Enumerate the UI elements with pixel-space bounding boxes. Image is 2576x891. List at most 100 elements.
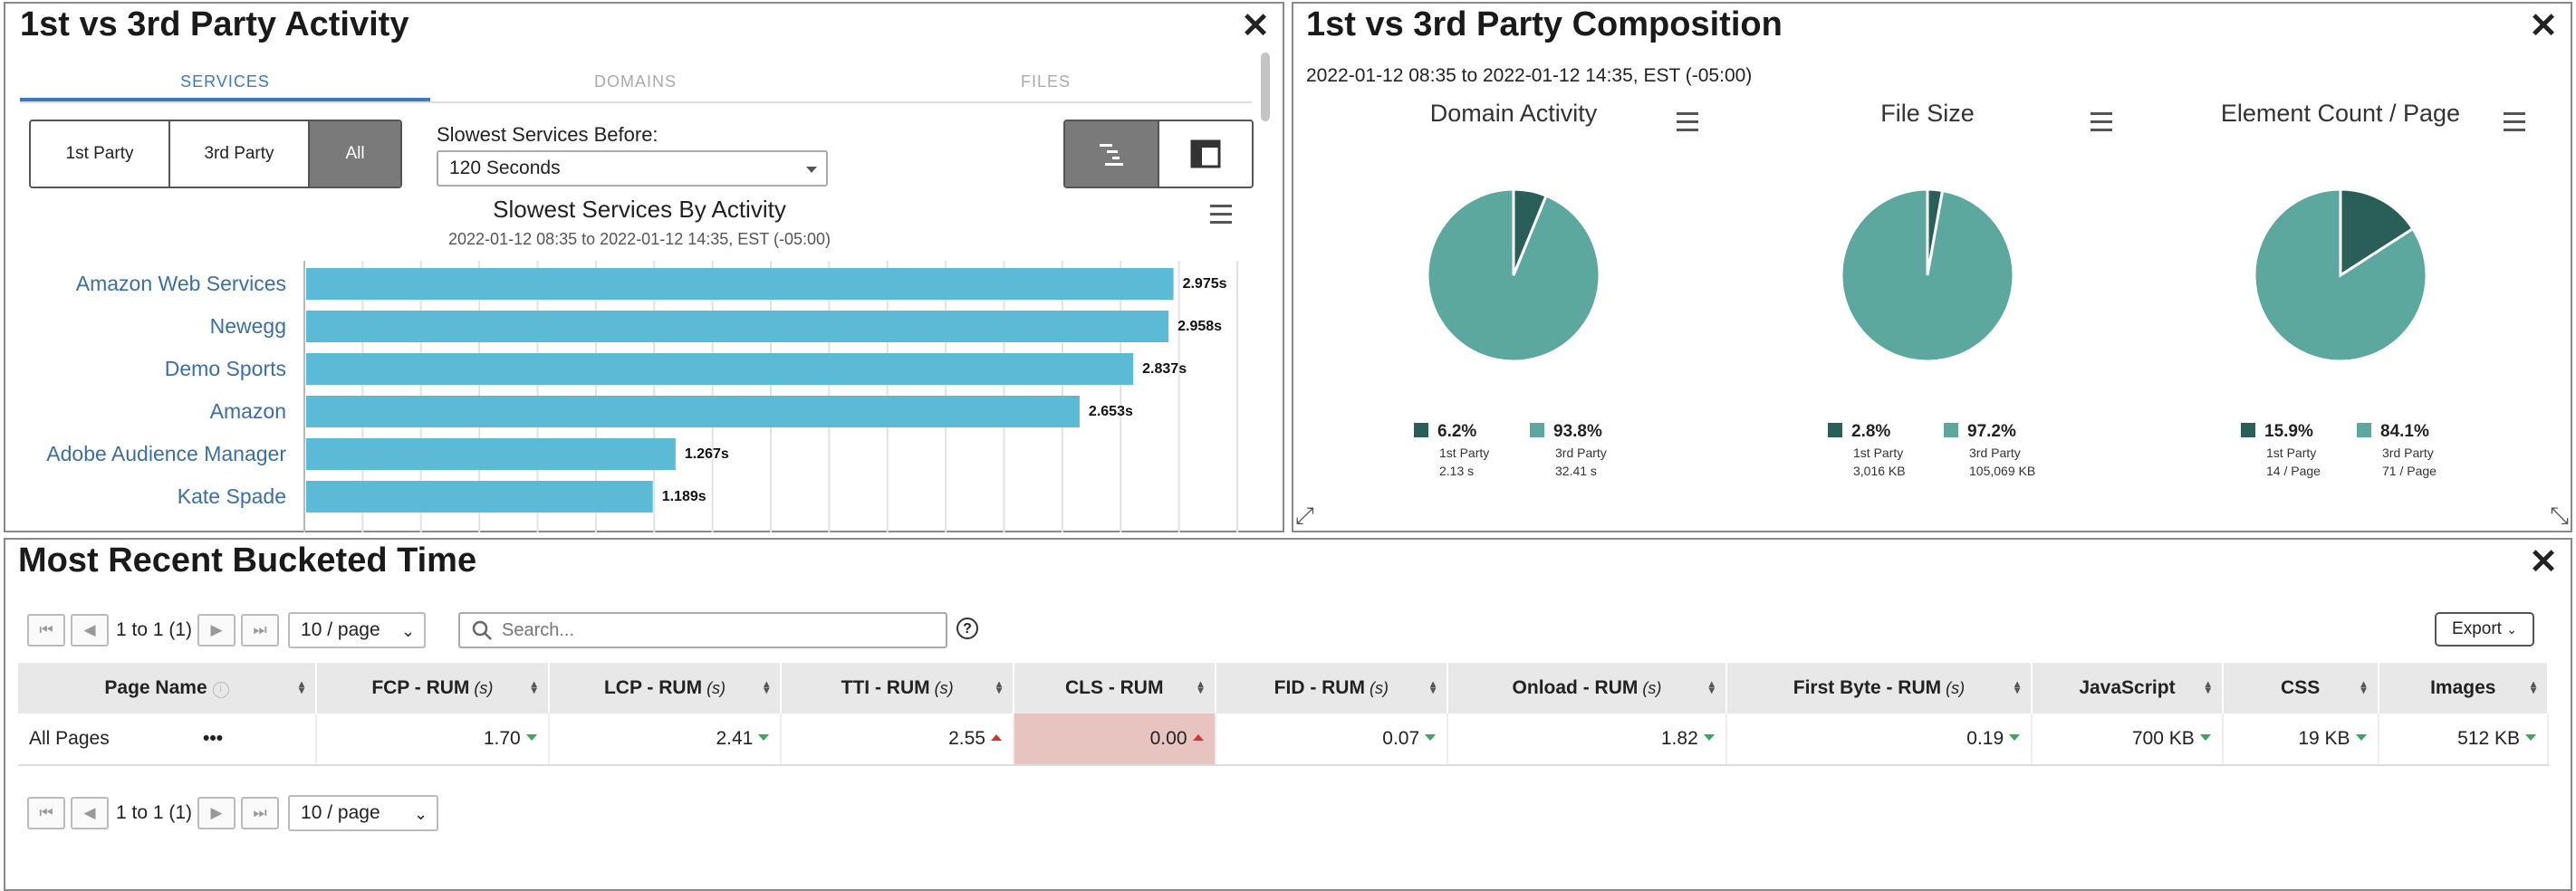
legend-item[interactable]: 15.9% 1st Party 14 / Page xyxy=(2241,422,2321,478)
hamburger-menu-icon[interactable] xyxy=(2091,112,2112,137)
column-header[interactable]: CSS ▴ ▾ xyxy=(2222,663,2379,714)
close-icon[interactable]: ✕ xyxy=(2529,7,2558,45)
service-label[interactable]: Adobe Audience Manager xyxy=(46,442,286,465)
pie-slice[interactable] xyxy=(1426,187,1601,363)
service-label[interactable]: Demo Sports xyxy=(164,357,286,380)
bar[interactable] xyxy=(306,438,676,470)
page-size-select[interactable]: 10 / page ⌄ xyxy=(288,795,439,831)
row-menu-icon[interactable]: ••• xyxy=(202,728,224,749)
help-icon[interactable]: ? xyxy=(956,618,978,639)
resize-icon[interactable]: ⤢ xyxy=(1295,502,1314,529)
layout-view-button[interactable] xyxy=(1159,121,1252,187)
column-header[interactable]: Page Name i ▴ ▾ xyxy=(18,663,318,714)
column-header[interactable]: FCP - RUM (s) ▴ ▾ xyxy=(316,663,550,714)
close-icon[interactable]: ✕ xyxy=(2529,543,2558,581)
column-header-label: JavaScript xyxy=(2079,677,2176,698)
last-page-button[interactable]: ⏭ xyxy=(241,614,280,647)
column-header[interactable]: LCP - RUM (s) ▴ ▾ xyxy=(548,663,783,714)
pie-slice[interactable] xyxy=(1840,187,2015,363)
next-page-button[interactable]: ▶ xyxy=(197,797,236,829)
column-header[interactable]: TTI - RUM (s) ▴ ▾ xyxy=(781,663,1014,714)
service-label[interactable]: Amazon Web Services xyxy=(75,272,286,295)
tab-files[interactable]: FILES xyxy=(1020,72,1072,91)
last-page-button[interactable]: ⏭ xyxy=(241,797,280,829)
metric-value: 2.55 xyxy=(948,728,985,749)
slowest-before-label: Slowest Services Before: xyxy=(437,123,658,146)
legend-detail: 14 / Page xyxy=(2266,464,2321,478)
resize-icon[interactable]: ⤡ xyxy=(2550,502,2569,529)
sort-icon[interactable]: ▴ ▾ xyxy=(2530,677,2536,696)
page-size-select[interactable]: 10 / page ⌄ xyxy=(288,612,427,648)
first-page-button[interactable]: ⏮ xyxy=(27,797,65,829)
panel-scrollbar[interactable] xyxy=(1261,53,1270,121)
search-input[interactable] xyxy=(500,619,938,642)
bar[interactable] xyxy=(306,311,1169,342)
legend-percent: 93.8% xyxy=(1553,422,1602,441)
legend-percent: 6.2% xyxy=(1437,422,1477,441)
sort-icon[interactable]: ▴ ▾ xyxy=(2205,677,2211,696)
prev-page-button[interactable]: ◀ xyxy=(71,614,109,647)
metric-cell: 512 KB xyxy=(2378,714,2550,766)
metric-cell: 0.07 xyxy=(1215,714,1449,766)
bar[interactable] xyxy=(306,481,653,513)
third-party-button[interactable]: 3rd Party xyxy=(170,121,310,187)
all-button[interactable]: All xyxy=(310,121,400,187)
column-header[interactable]: JavaScript ▴ ▾ xyxy=(2032,663,2224,714)
trend-down-icon xyxy=(1425,734,1437,741)
tab-domains[interactable]: DOMAINS xyxy=(593,72,677,91)
sort-icon[interactable]: ▴ ▾ xyxy=(1197,677,1204,696)
column-header[interactable]: Onload - RUM (s) ▴ ▾ xyxy=(1447,663,1727,714)
sort-icon[interactable]: ▴ ▾ xyxy=(2014,677,2021,696)
close-icon[interactable]: ✕ xyxy=(1241,7,1270,45)
service-label[interactable]: Kate Spade xyxy=(177,484,286,508)
slowest-before-select[interactable]: 120 Seconds xyxy=(437,150,828,187)
sort-icon[interactable]: ▴ ▾ xyxy=(1430,677,1437,696)
gantt-view-button[interactable] xyxy=(1065,121,1159,187)
column-header[interactable]: CLS - RUM ▴ ▾ xyxy=(1013,663,1216,714)
pie-slice[interactable] xyxy=(2339,187,2415,278)
bar[interactable] xyxy=(306,268,1174,300)
sort-icon[interactable]: ▴ ▾ xyxy=(299,677,305,696)
export-button[interactable]: Export ⌄ xyxy=(2435,612,2534,647)
pie-title: Element Count / Page xyxy=(2220,100,2461,127)
sort-icon[interactable]: ▴ ▾ xyxy=(531,677,537,696)
legend-detail: 32.41 s xyxy=(1555,464,1597,478)
legend-item[interactable]: 6.2% 1st Party 2.13 s xyxy=(1414,422,1489,478)
legend-item[interactable]: 2.8% 1st Party 3,016 KB xyxy=(1828,422,1906,478)
page-name-cell: All Pages ••• xyxy=(18,714,318,766)
hamburger-menu-icon[interactable] xyxy=(1210,205,1232,229)
chart-subtitle: 2022-01-12 08:35 to 2022-01-12 14:35, ES… xyxy=(448,230,831,248)
sort-icon[interactable]: ▴ ▾ xyxy=(1708,677,1715,696)
column-header[interactable]: Images ▴ ▾ xyxy=(2378,663,2550,714)
pager-text: 1 to 1 (1) xyxy=(116,802,193,823)
legend-item[interactable]: 93.8% 3rd Party 32.41 s xyxy=(1530,422,1607,478)
legend-item[interactable]: 97.2% 3rd Party 105,069 KB xyxy=(1944,422,2035,478)
metric-cell: 700 KB xyxy=(2032,714,2224,766)
slowest-before-value: 120 Seconds xyxy=(449,158,561,178)
metric-cell: 1.82 xyxy=(1447,714,1727,766)
next-page-button[interactable]: ▶ xyxy=(197,614,236,647)
sort-icon[interactable]: ▴ ▾ xyxy=(764,677,770,696)
column-header[interactable]: FID - RUM (s) ▴ ▾ xyxy=(1215,663,1449,714)
service-label[interactable]: Newegg xyxy=(209,314,286,338)
sort-icon[interactable]: ▴ ▾ xyxy=(2360,677,2367,696)
hamburger-menu-icon[interactable] xyxy=(1677,112,1698,137)
prev-page-button[interactable]: ◀ xyxy=(71,797,109,829)
hamburger-menu-icon[interactable] xyxy=(2504,112,2525,137)
column-header[interactable]: First Byte - RUM (s) ▴ ▾ xyxy=(1725,663,2033,714)
bar-value-label: 2.975s xyxy=(1182,276,1227,292)
pie-slice[interactable] xyxy=(2253,187,2428,363)
bucketed-table: Page Name i ▴ ▾ FCP - RUM (s) ▴ ▾ LCP - RUM (s)… xyxy=(18,663,2550,766)
bucketed-panel-title: Most Recent Bucketed Time xyxy=(18,541,477,580)
service-label[interactable]: Amazon xyxy=(209,399,286,423)
legend-item[interactable]: 84.1% 3rd Party 71 / Page xyxy=(2357,422,2437,478)
sort-icon[interactable]: ▴ ▾ xyxy=(995,677,1002,696)
first-page-button[interactable]: ⏮ xyxy=(27,614,65,647)
bar-chart xyxy=(303,261,1238,532)
tab-services[interactable]: SERVICES xyxy=(20,63,430,101)
table-row[interactable]: All Pages ••• 1.70 2.41 2.55 0.00 0.07 1.82 0.19… xyxy=(18,714,2550,766)
first-party-button[interactable]: 1st Party xyxy=(31,121,170,187)
bar[interactable] xyxy=(306,396,1080,427)
bar[interactable] xyxy=(306,353,1134,385)
info-icon[interactable]: i xyxy=(212,682,229,698)
